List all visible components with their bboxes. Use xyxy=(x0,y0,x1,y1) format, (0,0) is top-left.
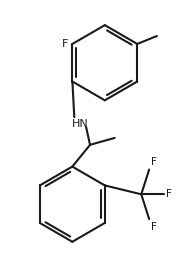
Text: F: F xyxy=(151,222,157,232)
Text: HN: HN xyxy=(72,119,89,129)
Text: F: F xyxy=(62,39,68,49)
Text: F: F xyxy=(151,157,157,167)
Text: F: F xyxy=(166,189,172,199)
